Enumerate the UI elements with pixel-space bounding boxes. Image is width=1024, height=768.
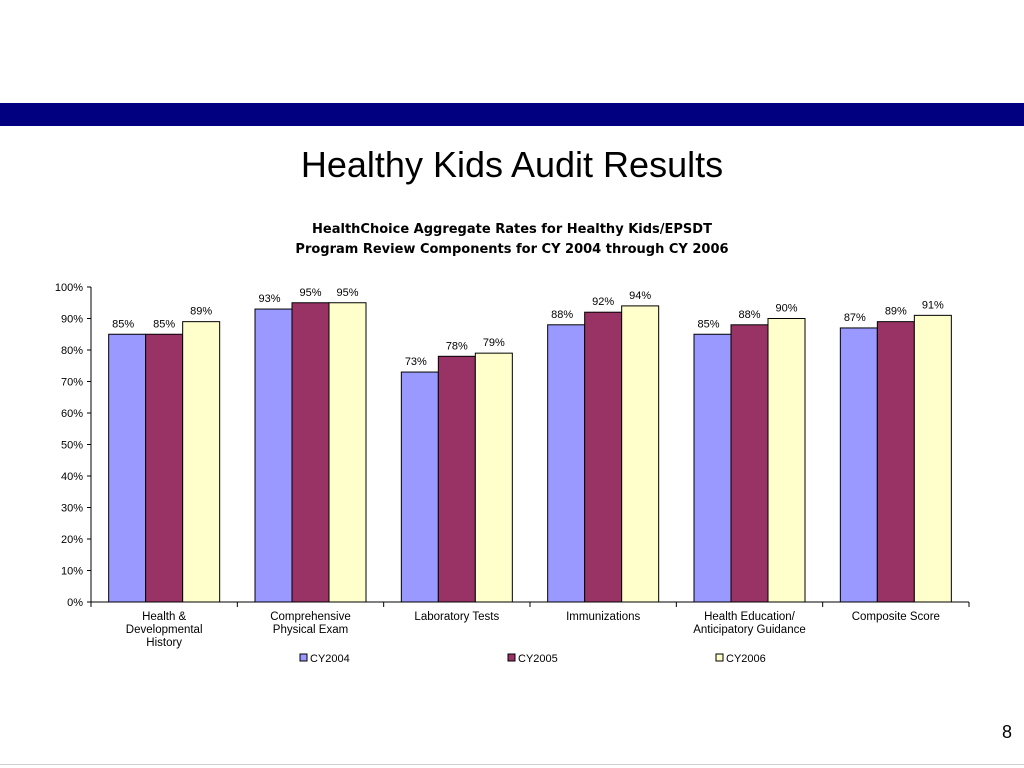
bar-cy2004 <box>693 333 732 603</box>
footer-rule <box>0 764 1024 765</box>
y-tick-label: 70% <box>61 377 83 389</box>
category-label: History <box>146 637 182 649</box>
bar-cy2006 <box>767 318 806 603</box>
data-label: 89% <box>885 306 907 318</box>
page-number: 8 <box>1001 722 1012 742</box>
data-label: 95% <box>336 287 358 299</box>
data-label: 95% <box>299 287 321 299</box>
category-label: Immunizations <box>566 611 640 623</box>
data-label: 79% <box>483 337 505 349</box>
data-label: 87% <box>844 312 866 324</box>
bar-cy2004 <box>839 327 878 603</box>
bar-cy2004 <box>400 371 439 603</box>
y-tick-label: 50% <box>61 440 83 452</box>
y-tick-label: 60% <box>61 408 83 420</box>
data-label: 92% <box>592 296 614 308</box>
category-label: Composite Score <box>852 611 940 623</box>
bar-cy2006 <box>621 305 660 603</box>
category-label: Anticipatory Guidance <box>693 624 806 636</box>
chart-title-line: Program Review Components for CY 2004 th… <box>295 242 728 257</box>
legend-label: CY2005 <box>518 653 558 665</box>
y-tick-label: 30% <box>61 503 83 515</box>
chart-title-line: HealthChoice Aggregate Rates for Healthy… <box>312 222 712 237</box>
data-label: 85% <box>153 318 175 330</box>
legend-label: CY2006 <box>726 653 766 665</box>
slide-title: Healthy Kids Audit Results <box>300 144 724 185</box>
category-label: Health Education/ <box>704 611 796 623</box>
data-label: 91% <box>922 299 944 311</box>
category-label: Laboratory Tests <box>414 611 499 623</box>
data-label: 73% <box>405 356 427 368</box>
y-tick-label: 10% <box>61 566 83 578</box>
y-tick-label: 90% <box>61 314 83 326</box>
bar-cy2006 <box>913 314 952 603</box>
y-tick-label: 100% <box>55 282 83 294</box>
data-label: 90% <box>775 303 797 315</box>
data-label: 85% <box>697 318 719 330</box>
legend-swatch-cy2004 <box>299 653 308 662</box>
category-label: Comprehensive <box>270 611 351 623</box>
data-label: 88% <box>738 309 760 321</box>
data-label: 85% <box>112 318 134 330</box>
legend-label: CY2004 <box>310 653 350 665</box>
bar-cy2005 <box>145 333 184 603</box>
y-tick-label: 40% <box>61 471 83 483</box>
bar-cy2005 <box>291 302 330 603</box>
category-label: Physical Exam <box>273 624 348 636</box>
bar-cy2006 <box>328 302 367 603</box>
bar-cy2004 <box>254 308 293 603</box>
bar-cy2005 <box>584 311 623 603</box>
bar-cy2005 <box>730 324 769 603</box>
y-tick-label: 20% <box>61 534 83 546</box>
data-label: 89% <box>190 306 212 318</box>
category-label: Developmental <box>126 624 203 636</box>
legend-swatch-cy2006 <box>715 653 724 662</box>
bar-cy2005 <box>876 321 915 603</box>
data-label: 88% <box>551 309 573 321</box>
bar-cy2004 <box>108 333 147 603</box>
bar-cy2006 <box>182 321 221 603</box>
bar-cy2004 <box>547 324 586 603</box>
y-tick-label: 80% <box>61 345 83 357</box>
bar-cy2006 <box>474 352 513 603</box>
category-label: Health & <box>142 611 186 623</box>
data-label: 93% <box>258 293 280 305</box>
data-label: 78% <box>446 340 468 352</box>
legend-swatch-cy2005 <box>507 653 516 662</box>
bar-cy2005 <box>437 355 476 603</box>
data-label: 94% <box>629 290 651 302</box>
header-band <box>0 103 1024 126</box>
y-tick-label: 0% <box>67 597 83 609</box>
bar-chart: HealthChoice Aggregate Rates for Healthy… <box>55 222 970 665</box>
